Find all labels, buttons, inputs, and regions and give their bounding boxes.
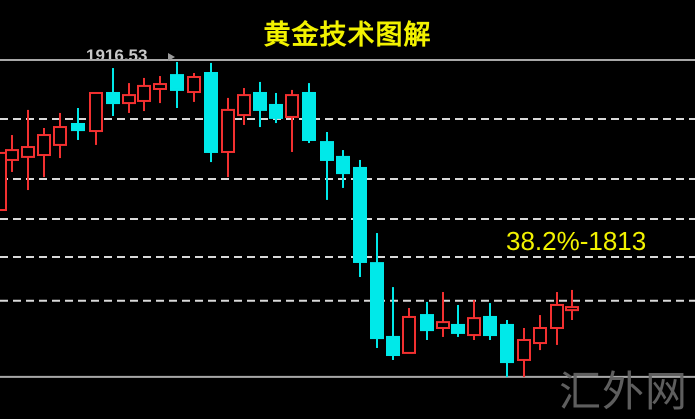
candle-body bbox=[386, 335, 400, 357]
candle-body bbox=[5, 149, 19, 161]
candle-body bbox=[21, 146, 35, 158]
candle-body bbox=[0, 151, 7, 212]
candle-body bbox=[269, 103, 283, 119]
candle-body bbox=[237, 94, 251, 117]
candle-body bbox=[71, 122, 85, 132]
candle-body bbox=[370, 262, 384, 340]
fib-retracement-label: 38.2%-1813 bbox=[506, 226, 647, 256]
candle-body bbox=[420, 314, 434, 332]
candle-body bbox=[37, 134, 51, 157]
candle-body bbox=[187, 75, 201, 94]
candle-body bbox=[170, 74, 184, 91]
candle-body bbox=[550, 303, 564, 329]
candle-body bbox=[500, 323, 514, 364]
candle-body bbox=[467, 317, 481, 337]
candle-body bbox=[253, 91, 267, 111]
candle-body bbox=[137, 84, 151, 102]
candle-body bbox=[402, 315, 416, 354]
candle-body bbox=[517, 338, 531, 361]
candle-body bbox=[89, 91, 103, 133]
price-marker-arrow-icon bbox=[168, 53, 175, 61]
candle-body bbox=[153, 83, 167, 90]
candle-body bbox=[53, 126, 67, 146]
candle-body bbox=[436, 321, 450, 329]
page-title: 黄金技术图解 bbox=[263, 20, 432, 50]
watermark-text: 汇外网 bbox=[559, 368, 689, 415]
candle-body bbox=[353, 166, 367, 263]
candle-body bbox=[320, 141, 334, 161]
candle-body bbox=[285, 94, 299, 118]
candle-body bbox=[451, 323, 465, 334]
candle-body bbox=[302, 91, 316, 141]
candle-body bbox=[106, 91, 120, 105]
candle-body bbox=[122, 94, 136, 105]
candle-body bbox=[336, 155, 350, 175]
candle-body bbox=[565, 306, 579, 312]
candle-body bbox=[204, 71, 218, 153]
candle-body bbox=[533, 326, 547, 345]
candle-body bbox=[221, 108, 235, 153]
candle-body bbox=[483, 315, 497, 337]
